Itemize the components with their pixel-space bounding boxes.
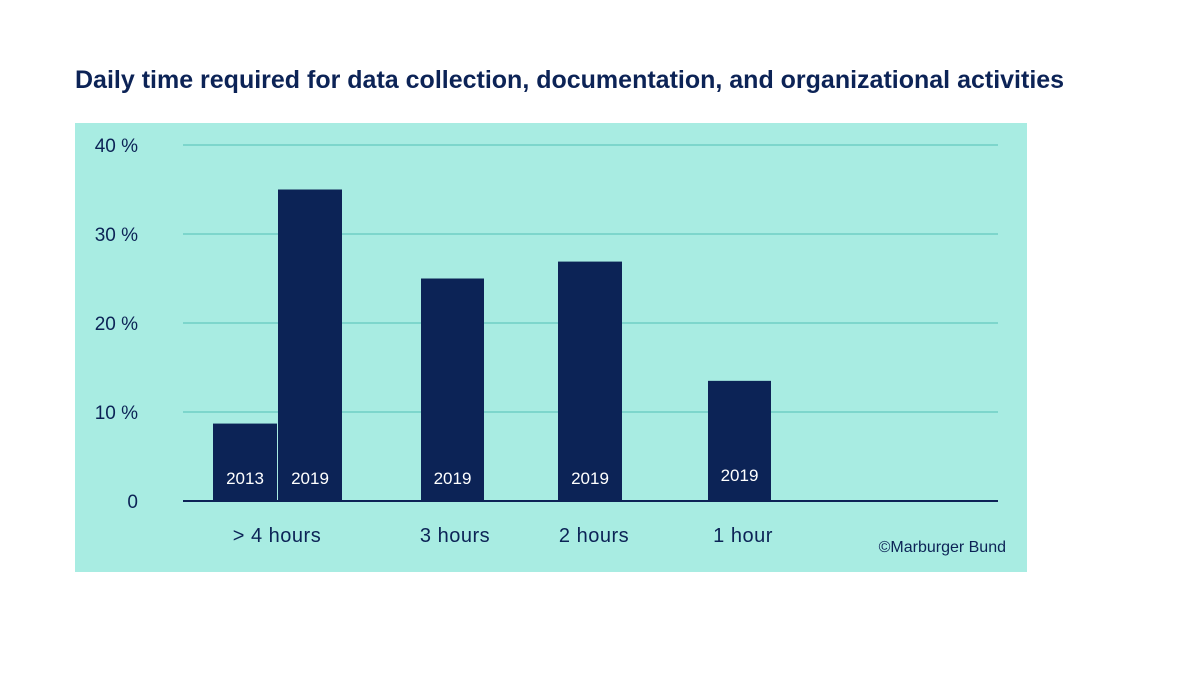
bar-year-label: 2013 [226,469,264,488]
bar-year-label: 2019 [571,469,609,488]
bar-year-label: 2019 [721,466,759,485]
y-tick-label: 20 % [95,314,138,335]
y-tick-label: 30 % [95,225,138,246]
bars [213,189,771,501]
y-tick-label: 0 [127,492,138,513]
x-category-label: 3 hours [420,525,490,547]
copyright-note: ©Marburger Bund [879,539,1006,556]
y-tick-label: 40 % [95,136,138,157]
chart-title: Daily time required for data collection,… [75,66,1065,94]
bar-2-hours-2019 [558,261,622,501]
labels: 0 10 % 20 % 30 % 40 % 2013 2019 2019 2019 2019 > 4… [95,136,773,547]
x-category-label: 2 hours [559,525,629,547]
bar-3-hours-2019 [421,278,484,501]
bar-4-hours-2019 [278,189,342,501]
x-category-label: 1 hour [713,525,773,547]
bar-year-label: 2019 [291,469,329,488]
bar-4-hours-2013 [213,423,277,501]
x-category-label: > 4 hours [233,525,321,547]
bar-1-hour-2019 [708,380,771,501]
y-tick-label: 10 % [95,403,138,424]
bar-year-label: 2019 [434,469,472,488]
